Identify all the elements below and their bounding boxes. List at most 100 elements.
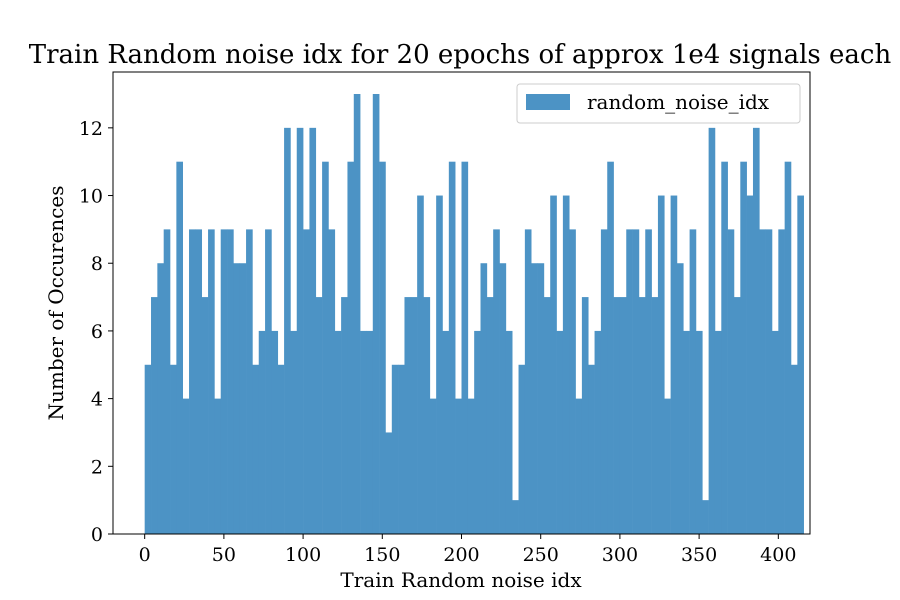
histogram-bar — [290, 330, 298, 534]
histogram-bar — [423, 297, 431, 534]
x-tick-label: 300 — [602, 544, 638, 566]
histogram-bar — [721, 161, 728, 534]
histogram-bar — [277, 364, 285, 534]
histogram-bar — [341, 297, 348, 534]
histogram-bar — [252, 364, 260, 534]
histogram-bar — [404, 297, 412, 534]
histogram-bar — [524, 229, 532, 534]
legend: random_noise_idx — [516, 83, 801, 124]
histogram-bar — [328, 229, 336, 534]
histogram-bar — [170, 364, 177, 534]
histogram-bar — [657, 195, 665, 535]
histogram-bar — [334, 330, 342, 534]
histogram-bar — [271, 330, 279, 534]
histogram-bar — [284, 127, 291, 534]
x-tick-label: 250 — [523, 544, 559, 566]
histogram-bar — [309, 127, 317, 534]
histogram-bar — [575, 398, 583, 534]
histogram-bar — [410, 297, 418, 534]
histogram-bar — [588, 364, 595, 534]
histogram-bar — [429, 398, 437, 534]
histogram-bar — [239, 263, 247, 534]
histogram-bar — [645, 229, 652, 534]
x-axis: 0 50 100 150 200 250 300 350 400 — [139, 534, 796, 566]
y-tick-label: 0 — [91, 524, 103, 546]
histogram-bar — [195, 229, 203, 534]
histogram-bar — [784, 161, 792, 534]
histogram-bar — [315, 297, 323, 534]
histogram-bar — [233, 263, 241, 534]
histogram-bar — [670, 195, 678, 535]
histogram-bar — [759, 229, 766, 534]
histogram-bar — [417, 195, 424, 535]
histogram-bar — [347, 161, 355, 534]
histogram-bar — [467, 398, 475, 534]
histogram-bar — [581, 297, 589, 534]
histogram-bar — [163, 229, 171, 534]
legend-label: random_noise_idx — [587, 90, 770, 114]
histogram-bar — [144, 364, 152, 534]
y-tick-label: 2 — [91, 456, 103, 478]
histogram-bar — [151, 297, 158, 534]
histogram-bar — [372, 94, 380, 534]
y-tick-label: 10 — [79, 186, 103, 208]
histogram-bar — [695, 330, 703, 534]
histogram-bar — [391, 364, 399, 534]
bars-group — [144, 94, 804, 535]
histogram-bar — [651, 297, 659, 534]
histogram-bar — [556, 330, 564, 534]
histogram-bar — [455, 398, 462, 534]
histogram-bar — [752, 127, 760, 534]
histogram-bar — [733, 297, 741, 534]
y-tick-label: 4 — [91, 389, 103, 411]
histogram-bar — [322, 161, 329, 534]
histogram-bar — [689, 229, 697, 534]
histogram-bar — [702, 500, 709, 534]
histogram-bar — [505, 330, 513, 534]
histogram-bar — [569, 229, 576, 534]
histogram-bar — [176, 161, 183, 534]
histogram-bar — [765, 229, 773, 534]
histogram-bar — [778, 229, 785, 534]
histogram-bar — [493, 229, 500, 534]
histogram-bar — [265, 229, 272, 534]
histogram-bar — [518, 364, 526, 534]
y-tick-label: 8 — [91, 253, 103, 275]
histogram-bar — [366, 330, 374, 534]
histogram-bar — [499, 263, 507, 534]
y-axis: 0 2 4 6 8 10 12 — [79, 118, 113, 546]
histogram-bar — [607, 161, 614, 534]
histogram-bar — [296, 127, 304, 534]
histogram-bar — [664, 398, 671, 534]
histogram-bar — [398, 364, 405, 534]
x-tick-label: 350 — [681, 544, 717, 566]
histogram-bar — [486, 297, 494, 534]
x-tick-label: 0 — [139, 544, 151, 566]
y-axis-label: Number of Occurences — [44, 186, 68, 421]
y-tick-label: 6 — [91, 321, 103, 343]
histogram-bar — [771, 330, 779, 534]
histogram-bar — [480, 263, 488, 534]
histogram-bar — [512, 500, 519, 534]
histogram-bar — [379, 161, 386, 534]
histogram-bar — [360, 330, 367, 534]
histogram-bar — [214, 398, 222, 534]
histogram-bar — [740, 161, 747, 534]
histogram-bar — [461, 161, 469, 534]
x-tick-label: 150 — [364, 544, 400, 566]
histogram-bar — [594, 330, 602, 534]
histogram-bar — [246, 229, 253, 534]
x-axis-label: Train Random noise idx — [340, 568, 582, 592]
histogram-bar — [632, 229, 640, 534]
chart-title: Train Random noise idx for 20 epochs of … — [29, 40, 892, 70]
histogram-bar — [543, 297, 551, 534]
histogram-bar — [258, 330, 266, 534]
histogram-bar — [550, 195, 557, 535]
histogram-bar — [714, 330, 722, 534]
histogram-bar — [537, 263, 545, 534]
histogram-bar — [182, 398, 190, 534]
legend-swatch — [526, 94, 570, 110]
y-tick-label: 12 — [79, 118, 103, 140]
x-tick-label: 400 — [760, 544, 796, 566]
